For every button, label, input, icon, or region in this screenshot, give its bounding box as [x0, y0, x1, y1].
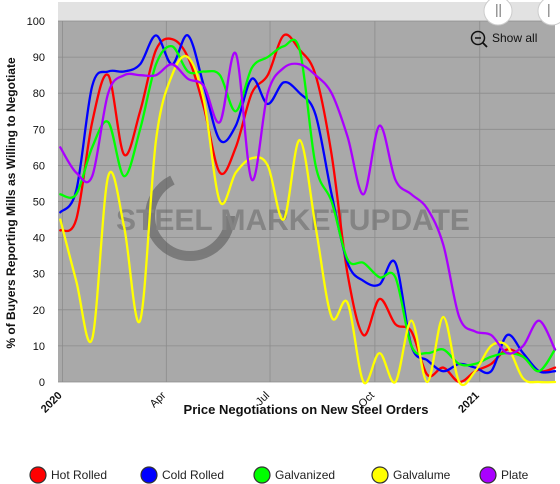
series-group	[59, 33, 557, 387]
y-tick-label: 0	[39, 377, 45, 389]
series-line-galvanized[interactable]	[59, 38, 557, 373]
x-tick-label: 2020	[39, 390, 65, 416]
legend-swatch[interactable]	[479, 466, 497, 484]
watermark-logo: STEEL MARKETUPDATE	[116, 171, 470, 261]
legend-swatch[interactable]	[371, 466, 389, 484]
y-tick-label: 40	[33, 233, 45, 245]
y-tick-label: 90	[33, 52, 45, 64]
legend-item-plate[interactable]: Plate	[479, 466, 529, 484]
y-tick-label: 70	[33, 124, 45, 136]
x-tick-label: Apr	[148, 389, 169, 410]
legend-swatch[interactable]	[140, 466, 158, 484]
y-axis-label: % of Buyers Reporting Mills as Willing t…	[4, 57, 18, 349]
legend-swatch[interactable]	[253, 466, 271, 484]
y-tick-label: 30	[33, 269, 45, 281]
pause-button-secondary[interactable]	[537, 0, 560, 26]
legend-item-cold-rolled[interactable]: Cold Rolled	[140, 466, 224, 484]
legend-item-galvalume[interactable]: Galvalume	[371, 466, 451, 484]
legend-swatch[interactable]	[29, 466, 47, 484]
y-tick-label: 60	[33, 160, 45, 172]
legend-label[interactable]: Hot Rolled	[51, 468, 107, 482]
legend-label[interactable]: Galvanized	[275, 468, 335, 482]
x-tick-label: 2021	[456, 390, 482, 416]
show-all-button[interactable]: Show all	[470, 30, 538, 48]
legend-label[interactable]: Galvalume	[393, 468, 451, 482]
y-tick-label: 10	[33, 341, 45, 353]
y-tick-label: 100	[27, 16, 45, 28]
y-axis-ticks: 0 10 20 30 40 50 60 70 80 90 100	[27, 16, 45, 389]
pause-icon[interactable]	[483, 0, 513, 26]
legend-label[interactable]: Plate	[501, 468, 529, 482]
legend-label[interactable]: Cold Rolled	[162, 468, 224, 482]
legend-item-galvanized[interactable]: Galvanized	[253, 466, 335, 484]
show-all-label[interactable]: Show all	[492, 31, 537, 45]
legend-item-hot-rolled[interactable]: Hot Rolled	[29, 466, 107, 484]
series-line-hot-rolled[interactable]	[59, 33, 557, 384]
zoom-out-icon[interactable]	[470, 30, 486, 46]
y-tick-label: 20	[33, 305, 45, 317]
watermark-text: STEEL MARKETUPDATE	[116, 204, 470, 237]
y-tick-label: 50	[33, 197, 45, 209]
legend: Hot Rolled Cold Rolled Galvanized Galvalume…	[29, 466, 529, 484]
plot-top-strip	[58, 2, 555, 21]
y-tick-label: 80	[33, 88, 45, 100]
x-axis-label: Price Negotiations on New Steel Orders	[184, 402, 429, 417]
series-line-galvalume[interactable]	[59, 54, 557, 387]
pause-button[interactable]	[483, 0, 513, 26]
series-line-plate[interactable]	[59, 51, 557, 355]
series-line-cold-rolled[interactable]	[59, 34, 557, 375]
